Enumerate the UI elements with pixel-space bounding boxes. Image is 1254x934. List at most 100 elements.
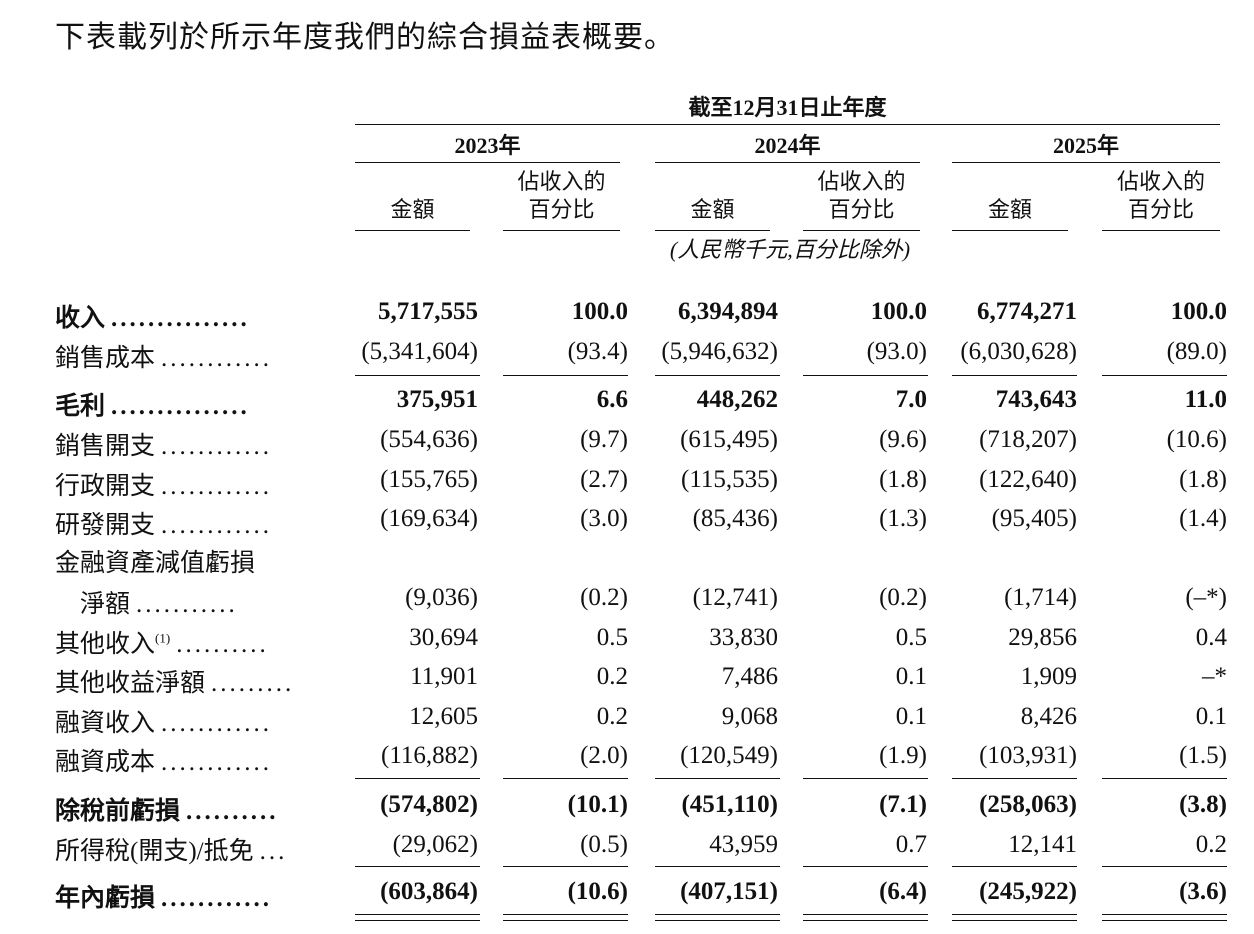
subtotal-rule <box>655 375 780 376</box>
subtotal-rule <box>355 866 480 867</box>
row-label: 其他收益淨額......... <box>55 663 294 699</box>
col-pct-line2: 百分比 <box>528 197 595 222</box>
year-underline <box>655 162 920 163</box>
row-label-text: 淨額 <box>80 591 131 618</box>
percent-cell: 0.7 <box>895 831 927 858</box>
year-underline <box>952 162 1220 163</box>
amount-cell: (116,882) <box>381 742 478 769</box>
amount-cell: (103,931) <box>979 742 1077 769</box>
period-header: 截至12月31日止年度 <box>688 95 887 120</box>
total-double-rule <box>655 914 780 921</box>
amount-cell: 11,901 <box>410 663 478 690</box>
total-double-rule <box>1102 914 1227 921</box>
leader-dots: ............ <box>161 512 273 539</box>
subtotal-rule <box>355 778 480 779</box>
subtotal-rule <box>1102 375 1227 376</box>
percent-cell: (6.4) <box>879 878 927 905</box>
amount-cell: 12,605 <box>409 703 478 730</box>
total-double-rule <box>952 914 1077 921</box>
amount-cell: 6,774,271 <box>977 298 1077 325</box>
leader-dots: ......... <box>211 670 295 697</box>
amount-cell: (95,405) <box>991 505 1077 532</box>
leader-dots: ............ <box>161 885 273 912</box>
total-double-rule <box>803 914 928 921</box>
unit-note: (人民幣千元,百分比除外) <box>669 237 911 262</box>
percent-cell: (0.5) <box>580 831 628 858</box>
row-label: 其他收入(1).......... <box>55 624 269 660</box>
col-amount-header: 金額 <box>390 197 435 222</box>
row-label-text: 其他收入 <box>55 631 156 658</box>
amount-cell: (451,110) <box>681 791 778 818</box>
subtotal-rule <box>952 778 1077 779</box>
percent-cell: 6.6 <box>596 386 628 413</box>
percent-cell: (1.4) <box>1179 505 1227 532</box>
percent-cell: (0.2) <box>879 584 927 611</box>
amount-cell: 7,486 <box>721 663 778 690</box>
percent-cell: (1.8) <box>1179 466 1227 493</box>
percent-cell: (3.0) <box>580 505 628 532</box>
row-label: 融資收入............ <box>55 703 272 739</box>
amount-cell: (258,063) <box>979 791 1077 818</box>
year-2024: 2024年 <box>754 133 821 158</box>
percent-cell: (10.1) <box>567 791 628 818</box>
footnote-marker: (1) <box>155 630 171 646</box>
row-label-text: 所得稅(開支)/抵免 <box>55 838 254 865</box>
row-label-text: 融資收入 <box>55 710 156 737</box>
amount-cell: (122,640) <box>979 466 1077 493</box>
leader-dots: ............ <box>161 749 273 776</box>
percent-cell: 0.1 <box>895 663 927 690</box>
percent-cell: 0.1 <box>1195 703 1227 730</box>
amount-cell: (615,495) <box>680 426 778 453</box>
amount-cell: 43,959 <box>709 831 778 858</box>
leader-dots: ... <box>259 838 288 865</box>
row-label: 行政開支............ <box>55 466 272 502</box>
row-label-text: 研發開支 <box>55 512 156 539</box>
subtotal-rule <box>952 375 1077 376</box>
percent-cell: (10.6) <box>567 878 628 905</box>
amount-cell: (6,030,628) <box>960 338 1077 365</box>
header-underline <box>952 230 1068 231</box>
amount-cell: (120,549) <box>680 742 778 769</box>
percent-cell: 100.0 <box>870 298 927 325</box>
col-pct-line1: 佔收入的 <box>517 169 606 194</box>
percent-cell: (1.5) <box>1179 742 1227 769</box>
percent-cell: 0.2 <box>596 663 628 690</box>
amount-cell: 743,643 <box>995 386 1077 413</box>
col-pct-header: 佔收入的 百分比 <box>803 168 920 224</box>
row-label: 融資成本............ <box>55 742 272 778</box>
percent-cell: (3.8) <box>1179 791 1227 818</box>
row-label: 銷售開支............ <box>55 426 272 462</box>
row-label-text: 金融資產減值虧損 <box>55 550 256 577</box>
row-label-text: 其他收益淨額 <box>55 670 206 697</box>
row-label: 銷售成本............ <box>55 338 272 374</box>
percent-cell: (1.9) <box>879 742 927 769</box>
percent-cell: (93.4) <box>567 338 628 365</box>
col-pct-line1: 佔收入的 <box>817 169 906 194</box>
total-double-rule <box>503 914 628 921</box>
percent-cell: –* <box>1202 663 1227 690</box>
percent-cell: 0.2 <box>596 703 628 730</box>
subtotal-rule <box>503 866 628 867</box>
percent-cell: (1.3) <box>879 505 927 532</box>
header-underline <box>355 230 470 231</box>
amount-cell: (1,714) <box>1004 584 1077 611</box>
amount-cell: 375,951 <box>396 386 478 413</box>
amount-cell: (12,741) <box>692 584 778 611</box>
amount-cell: 8,426 <box>1020 703 1077 730</box>
row-label: 金融資產減值虧損 <box>55 543 255 579</box>
subtotal-rule <box>655 866 780 867</box>
amount-cell: (554,636) <box>380 426 478 453</box>
period-underline <box>355 124 1220 125</box>
amount-cell: (29,062) <box>392 831 478 858</box>
leader-dots: ............ <box>161 710 273 737</box>
row-label: 毛利............... <box>55 386 250 422</box>
subtotal-rule <box>803 866 928 867</box>
percent-cell: 0.2 <box>1195 831 1227 858</box>
amount-cell: 448,262 <box>696 386 778 413</box>
amount-cell: 29,856 <box>1008 624 1077 651</box>
amount-cell: (155,765) <box>380 466 478 493</box>
percent-cell: (0.2) <box>580 584 628 611</box>
percent-cell: 0.1 <box>895 703 927 730</box>
row-label: 除稅前虧損.......... <box>55 791 279 827</box>
year-2023: 2023年 <box>454 133 521 158</box>
